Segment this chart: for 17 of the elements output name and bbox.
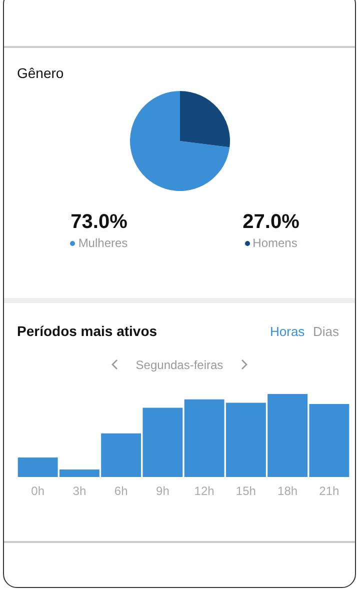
chart-subtitle: Segundas-feiras: [136, 358, 224, 372]
x-tick-label: 6h: [114, 484, 128, 498]
x-tick-label: 3h: [72, 484, 86, 498]
x-tick-label: 15h: [236, 484, 256, 498]
x-tick-label: 9h: [156, 484, 170, 498]
chart-title: Gênero: [17, 65, 64, 81]
text: Dias: [313, 324, 340, 339]
x-tick-label: 12h: [194, 484, 214, 498]
x-tick-label: 21h: [319, 484, 340, 498]
x-tick-label: 18h: [278, 484, 298, 498]
chart-title: Períodos mais ativos: [17, 323, 158, 339]
x-tick-label: 0h: [31, 484, 44, 498]
legend-label: Mulheres: [78, 236, 128, 250]
data-label: 27.0%: [242, 211, 300, 234]
text: Horas: [270, 324, 305, 339]
legend-label: Homens: [252, 236, 298, 250]
data-label: 73.0%: [70, 211, 128, 234]
